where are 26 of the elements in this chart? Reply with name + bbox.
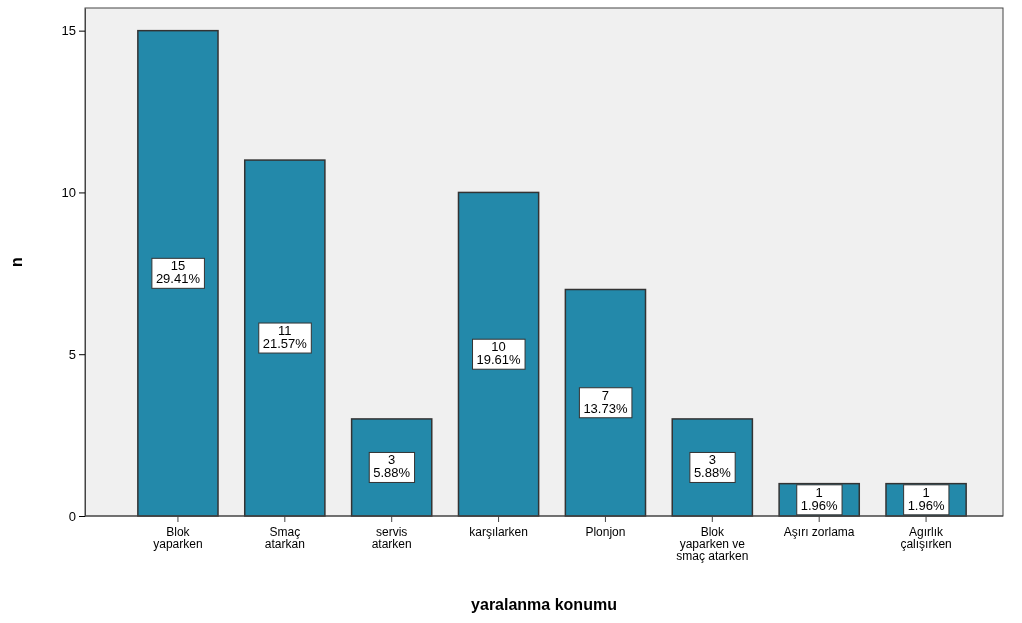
x-tick-label: Aşırı zorlama (783, 525, 855, 539)
y-axis-title: n (8, 257, 25, 267)
x-tick-label: karşılarken (469, 525, 528, 539)
bar (564, 288, 647, 517)
data-label: 7 13.73% (583, 387, 628, 416)
data-label: 11 21.57% (262, 323, 308, 352)
x-tick-label: Blok yaparken (153, 525, 203, 551)
data-label: 3 5.88% (373, 452, 411, 481)
bar (243, 159, 326, 517)
data-label: 1 1.96% (800, 484, 839, 513)
data-label: 3 5.88% (693, 452, 732, 481)
data-label: 15 29.41% (155, 258, 201, 287)
x-tick-label: Agırlık çalışırken (900, 525, 952, 551)
x-tick-label: Smaç atarkan (264, 525, 305, 551)
bar (137, 29, 219, 517)
y-tick-label: 10 (61, 185, 76, 201)
y-tick-label: 0 (68, 508, 76, 524)
x-tick-label: Plonjon (585, 525, 626, 539)
y-tick-label: 5 (68, 346, 76, 362)
x-tick-label: servis atarken (371, 525, 412, 551)
data-label: 10 19.61% (476, 339, 522, 368)
y-tick-label: 15 (61, 23, 76, 39)
data-label: 1 1.96% (907, 484, 945, 513)
x-axis-title: yaralanma konumu (471, 596, 617, 613)
x-tick-label: Blok yaparken ve smaç atarken (676, 525, 749, 563)
bar (457, 191, 540, 517)
